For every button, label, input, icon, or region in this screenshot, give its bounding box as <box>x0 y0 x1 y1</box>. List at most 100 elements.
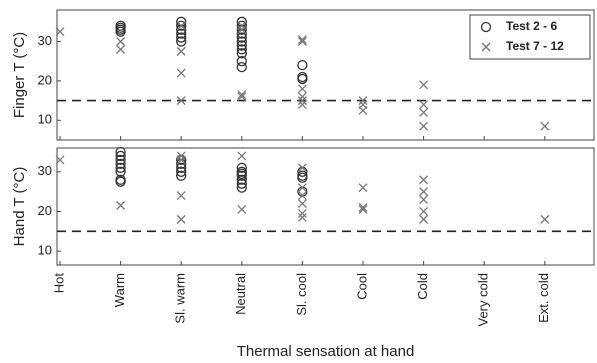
y-tick-label: 10 <box>38 243 52 258</box>
point <box>236 40 247 51</box>
point <box>237 21 247 31</box>
point <box>297 191 307 201</box>
legend-label: Test 2 - 6 <box>506 19 557 33</box>
point <box>115 162 126 173</box>
y-tick-label: 30 <box>38 33 52 48</box>
x-axis-label: Thermal sensation at hand <box>237 343 415 360</box>
point <box>236 61 247 73</box>
point <box>116 201 126 210</box>
point <box>236 48 247 59</box>
point <box>237 90 247 100</box>
point <box>419 121 429 131</box>
point <box>115 154 126 166</box>
point <box>297 96 307 106</box>
legend-box <box>469 14 591 60</box>
point <box>176 96 186 106</box>
point <box>116 37 126 46</box>
axes-frame <box>56 9 595 141</box>
y-axis-label: Finger T (°C) <box>11 32 28 118</box>
point <box>115 150 126 162</box>
point <box>297 73 308 85</box>
legend-marker <box>481 42 491 52</box>
point <box>419 107 429 117</box>
point <box>297 212 307 222</box>
point <box>116 44 126 54</box>
point <box>297 208 307 218</box>
point <box>176 46 186 56</box>
point <box>419 195 429 205</box>
legend-marker <box>480 21 492 33</box>
point <box>236 32 247 43</box>
x-tick-label: Warm <box>112 273 127 307</box>
point <box>419 206 429 216</box>
point <box>55 155 65 165</box>
point <box>115 158 126 170</box>
point <box>358 205 368 214</box>
x-tick-label: Cold <box>415 273 430 300</box>
point <box>358 203 368 212</box>
point <box>297 37 307 46</box>
point <box>358 183 368 193</box>
y-tick-label: 30 <box>38 163 52 178</box>
point <box>115 166 126 177</box>
point <box>236 56 247 67</box>
legend-label: Test 7 - 12 <box>506 39 564 53</box>
point <box>297 163 307 173</box>
point <box>115 176 126 187</box>
x-tick-label: Ext. cold <box>536 273 551 323</box>
point <box>419 100 429 110</box>
point <box>176 151 186 161</box>
point <box>176 214 186 224</box>
point <box>540 121 550 131</box>
point <box>297 35 307 45</box>
point <box>297 60 308 71</box>
point <box>419 80 429 90</box>
point <box>236 162 247 173</box>
point <box>176 166 187 177</box>
point <box>237 151 247 161</box>
x-tick-label: Cool <box>354 273 369 300</box>
y-tick-label: 10 <box>38 112 52 127</box>
point <box>176 20 187 31</box>
point <box>297 84 307 94</box>
point <box>176 32 187 43</box>
point <box>236 44 247 55</box>
point <box>419 187 429 197</box>
point <box>297 199 307 208</box>
x-tick-label: Hot <box>51 273 66 294</box>
point <box>176 162 187 173</box>
point <box>115 146 126 158</box>
point <box>236 178 247 189</box>
point <box>176 36 187 47</box>
point <box>115 26 126 37</box>
y-tick-label: 20 <box>38 72 52 87</box>
point <box>358 105 368 115</box>
y-axis-label: Hand T (°C) <box>11 167 28 247</box>
point <box>176 21 186 31</box>
point <box>176 68 186 78</box>
point <box>176 28 187 39</box>
point <box>297 100 307 110</box>
point <box>237 92 247 102</box>
point <box>176 170 187 181</box>
point <box>297 92 307 102</box>
x-tick-label: Sl. warm <box>173 273 188 324</box>
point <box>419 214 429 224</box>
point <box>358 96 368 106</box>
point <box>297 172 308 183</box>
point <box>237 205 247 214</box>
point <box>540 214 550 224</box>
point <box>419 175 429 185</box>
x-tick-label: Very cold <box>476 273 491 326</box>
point <box>176 191 186 201</box>
y-tick-label: 20 <box>38 203 52 218</box>
point <box>236 174 247 185</box>
point <box>236 36 247 47</box>
axes-frame <box>56 147 595 266</box>
point <box>297 183 307 193</box>
point <box>176 155 186 165</box>
x-tick-label: Sl. cool <box>294 273 309 316</box>
point <box>236 170 247 181</box>
x-tick-label: Neutral <box>233 273 248 315</box>
